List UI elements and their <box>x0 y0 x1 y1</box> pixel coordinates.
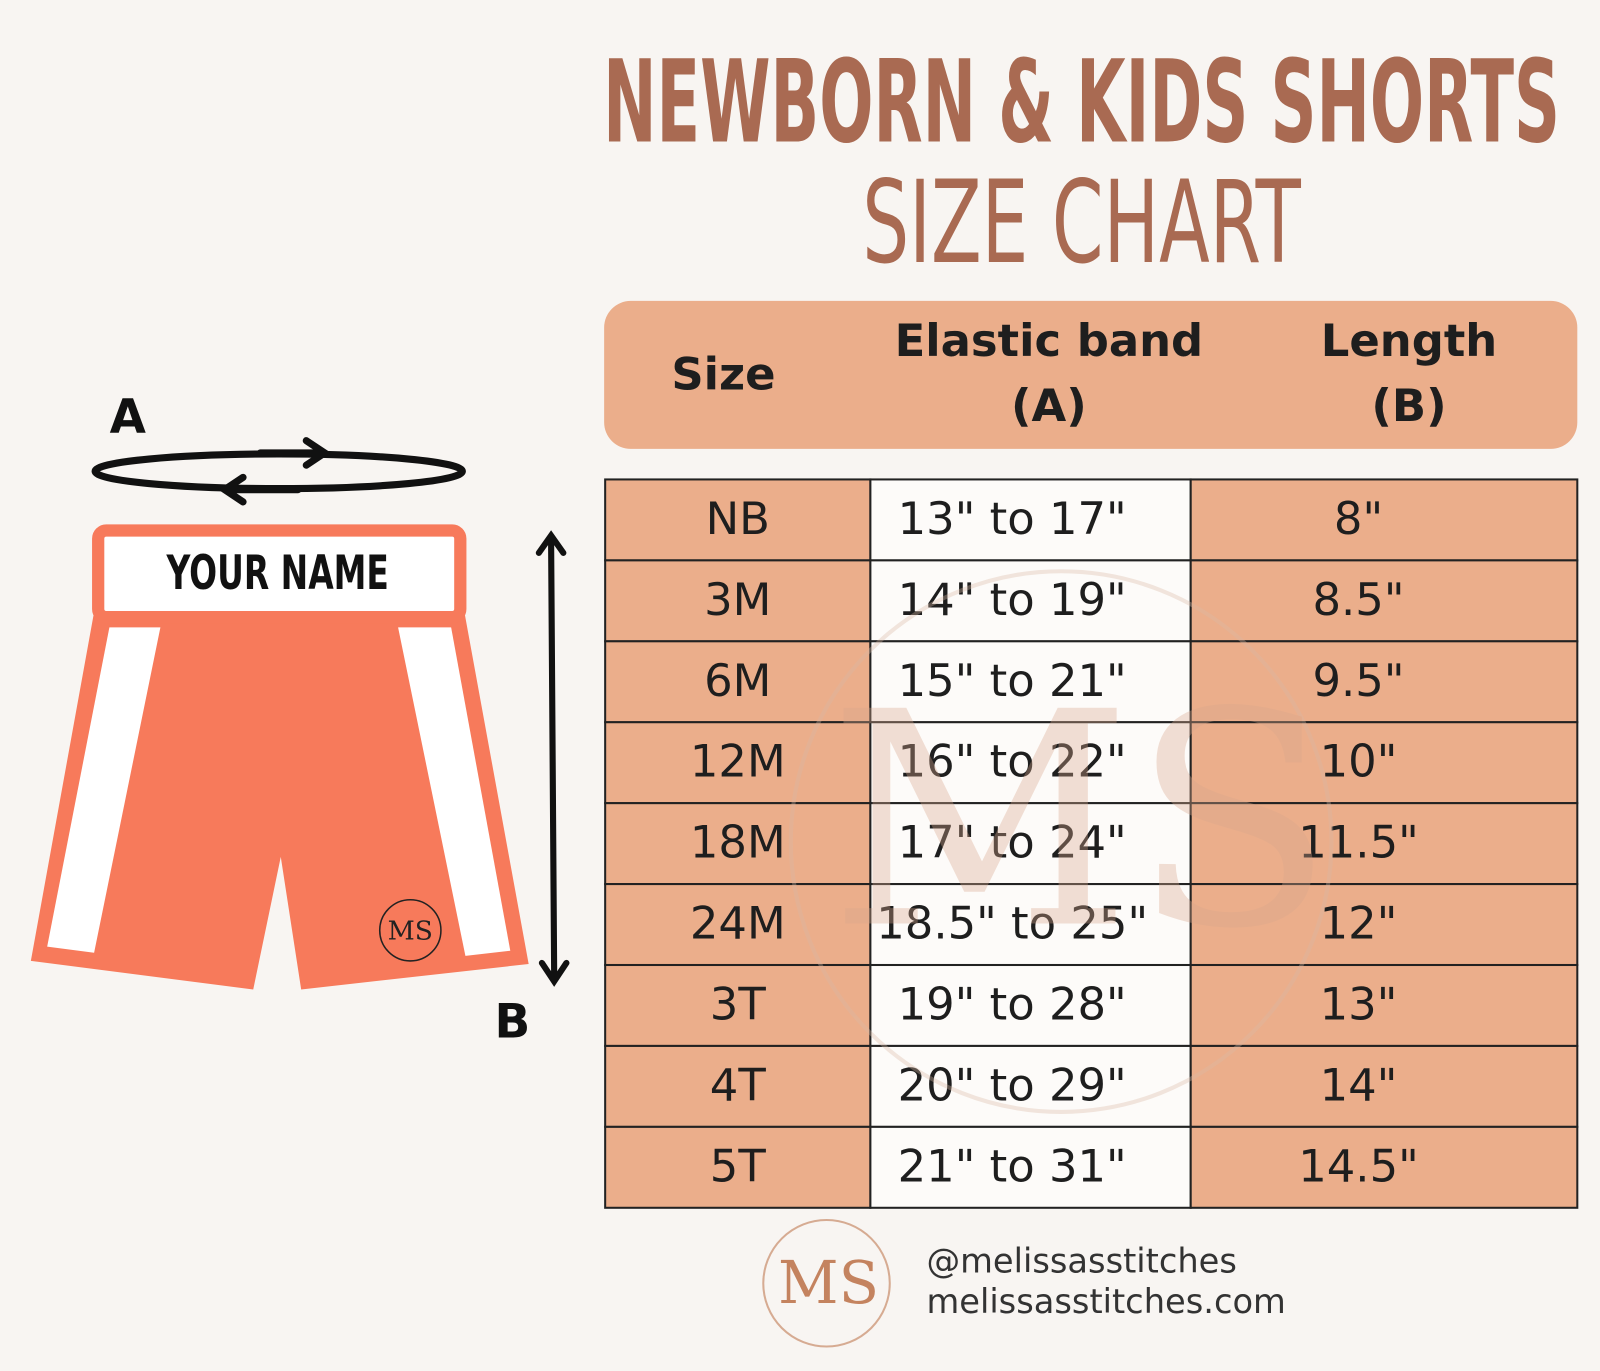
table-cell <box>1189 1044 1579 1128</box>
cell-text: 18.5" to 25" <box>876 897 1148 950</box>
cell-text: 11.5" <box>1298 816 1419 869</box>
shorts-body <box>30 612 529 990</box>
table-cell <box>1189 883 1579 967</box>
table-cell <box>869 478 1192 562</box>
table-cell <box>604 1125 872 1209</box>
table-cell <box>869 640 1192 724</box>
column-header: Elastic band <box>895 314 1204 367</box>
table-cell <box>604 721 872 805</box>
cell-text: 14" to 19" <box>898 573 1127 626</box>
table-cell <box>869 883 1192 967</box>
table-cell <box>869 1044 1192 1128</box>
table: Size Elastic band (A) Length (B) NB 13" to 17"… <box>604 314 1579 1209</box>
watermark-ring <box>788 569 1334 1114</box>
name-text: YOUR NAME <box>166 546 389 601</box>
cell-text: 15" to 21" <box>898 654 1127 707</box>
table-cell <box>604 1044 872 1128</box>
cell-text: 19" to 28" <box>898 978 1127 1031</box>
cell-text: 9.5" <box>1312 654 1404 707</box>
table-cell <box>604 963 872 1047</box>
cell-text: 18M <box>690 816 786 869</box>
cell-text: 10" <box>1320 735 1398 788</box>
cell-text: 17" to 24" <box>898 816 1127 869</box>
table-cell <box>604 802 872 886</box>
watermark-text: MS <box>829 648 1335 993</box>
table-cell <box>604 640 872 724</box>
cell-text: 3M <box>704 573 771 626</box>
table-header-band <box>604 300 1578 449</box>
subtitle: SIZE CHART <box>862 156 1301 289</box>
cell-text: 14" <box>1320 1058 1398 1111</box>
table-cell <box>1189 478 1579 562</box>
arrow <box>256 437 332 469</box>
cell-text: 12M <box>690 735 786 788</box>
footer-logo-text: MS <box>778 1248 879 1317</box>
table-cell <box>1189 963 1579 1047</box>
table-cell <box>1189 640 1579 724</box>
label-a: A <box>110 390 147 445</box>
cell-text: 3T <box>710 978 767 1031</box>
footer-handle: @melissasstitches <box>926 1241 1236 1280</box>
table-cell <box>1189 721 1579 805</box>
cell-text: 13" <box>1320 978 1398 1031</box>
table-cell <box>869 802 1192 886</box>
waistband <box>92 524 467 624</box>
column-header: Size <box>671 347 775 400</box>
cell-text: 12" <box>1320 897 1398 950</box>
cell-text: 8" <box>1334 492 1383 545</box>
title: NEWBORN & KIDS SHORTS <box>603 35 1560 168</box>
cell-text: 8.5" <box>1312 573 1404 626</box>
column-header: Length <box>1321 314 1498 367</box>
table-cell <box>869 1125 1192 1209</box>
table-cell <box>604 559 872 643</box>
shorts-diagram: A YOUR NAME MS B <box>30 390 570 1050</box>
stripe <box>398 627 511 956</box>
label-b: B <box>494 995 530 1050</box>
watermark: MS <box>788 569 1335 1114</box>
column-header: (B) <box>1371 379 1446 432</box>
table-cell <box>1189 802 1579 886</box>
cell-text: 20" to 29" <box>898 1058 1127 1111</box>
table-cell <box>869 559 1192 643</box>
cell-text: 14.5" <box>1298 1139 1419 1192</box>
length-arrow <box>535 530 570 987</box>
cell-text: 4T <box>710 1058 767 1111</box>
cell-text: 21" to 31" <box>898 1139 1127 1192</box>
cell-text: 24M <box>690 897 786 950</box>
cell-text: NB <box>706 492 770 545</box>
table-cell <box>1189 559 1579 643</box>
footer-logo-ring <box>762 1219 891 1348</box>
table-cell <box>1189 1125 1579 1209</box>
logo-ring <box>378 898 442 962</box>
column-header: (A) <box>1011 379 1087 432</box>
stripe <box>47 627 161 953</box>
cell-text: 16" to 22" <box>898 735 1127 788</box>
logo-text: MS <box>388 915 433 946</box>
footer-website: melissasstitches.com <box>926 1282 1285 1321</box>
cell-text: 6M <box>704 654 771 707</box>
table-cell <box>604 478 872 562</box>
arrow <box>218 473 302 506</box>
cell-text: 13" to 17" <box>898 492 1127 545</box>
table-cell <box>604 883 872 967</box>
cell-text: 5T <box>710 1139 767 1192</box>
